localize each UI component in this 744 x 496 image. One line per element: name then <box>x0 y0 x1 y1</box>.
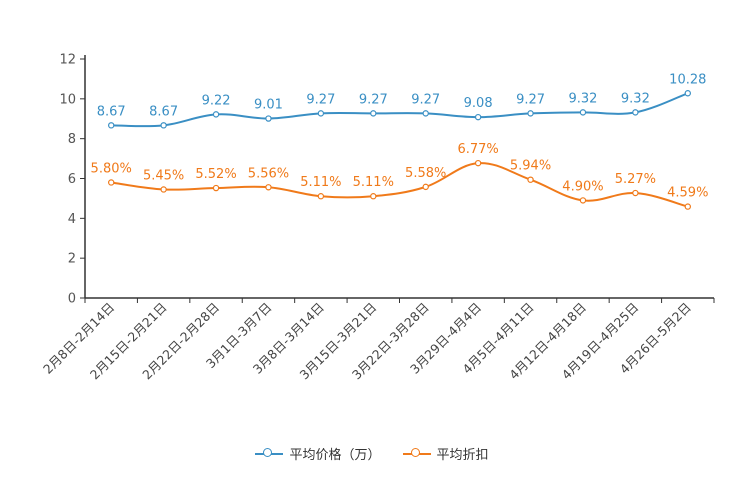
series-1: 5.80% 5.45% 5.52% 5.56% 5.11% 5.11% 5.58% 6.77%… <box>91 142 708 210</box>
data-point[interactable] <box>579 109 587 116</box>
data-point[interactable] <box>370 110 377 117</box>
legend-swatch-discount <box>402 447 431 461</box>
data-label: 5.11% <box>300 175 341 190</box>
legend-label-discount: 平均折扣 <box>436 448 489 463</box>
data-label: 9.08 <box>464 96 493 111</box>
legend-swatch-price <box>255 447 284 461</box>
series-line-0 <box>111 92 689 128</box>
data-point[interactable] <box>474 113 482 121</box>
data-label: 9.32 <box>621 91 650 106</box>
y-tick-label: 4 <box>68 212 76 227</box>
data-label: 5.52% <box>195 167 236 182</box>
data-label: 5.27% <box>615 172 656 187</box>
data-point[interactable] <box>108 179 115 186</box>
data-point[interactable] <box>474 159 482 167</box>
data-point[interactable] <box>527 176 534 183</box>
data-point[interactable] <box>212 184 220 192</box>
series-line-1 <box>111 162 689 208</box>
data-label: 9.27 <box>411 92 440 107</box>
data-point[interactable] <box>684 90 691 97</box>
data-point[interactable] <box>317 110 325 117</box>
y-tick-label: 8 <box>68 132 76 147</box>
data-label: 9.27 <box>516 92 545 107</box>
data-point[interactable] <box>212 111 220 118</box>
y-tick-label: 2 <box>68 252 76 267</box>
data-label: 8.67 <box>97 104 126 119</box>
data-point[interactable] <box>422 110 429 117</box>
data-label: 8.67 <box>149 104 178 119</box>
data-label: 5.94% <box>510 159 551 174</box>
data-point[interactable] <box>265 115 272 122</box>
data-point[interactable] <box>527 110 534 117</box>
data-label: 5.11% <box>353 175 394 190</box>
data-point[interactable] <box>108 122 115 129</box>
y-tick-label: 0 <box>68 292 76 307</box>
data-point[interactable] <box>632 189 639 197</box>
y-tick-label: 12 <box>59 53 76 68</box>
data-label: 4.59% <box>667 186 708 201</box>
series-group: 8.67 8.67 9.22 9.01 9.27 9.27 9.27 9.08 9.27 9.32… <box>91 72 708 210</box>
data-label: 5.58% <box>405 166 446 181</box>
data-point[interactable] <box>370 193 377 200</box>
data-label: 4.90% <box>562 179 603 194</box>
data-point[interactable] <box>684 203 691 210</box>
series-0: 8.67 8.67 9.22 9.01 9.27 9.27 9.27 9.08 9.27 9.32… <box>97 72 706 129</box>
legend-item-discount[interactable]: 平均折扣 <box>402 444 489 463</box>
data-label: 9.01 <box>254 98 283 113</box>
data-label: 10.28 <box>669 72 706 87</box>
y-tick-label: 10 <box>59 92 76 107</box>
x-axis-ticks: 2月8日-2月14日2月15日-2月21日2月22日-2月28日3月1日-3月7… <box>40 298 715 382</box>
data-label: 5.56% <box>248 166 289 181</box>
data-label: 9.32 <box>568 91 597 106</box>
data-point[interactable] <box>632 109 639 116</box>
legend: 平均价格（万） 平均折扣 <box>0 444 744 463</box>
data-point[interactable] <box>160 122 167 129</box>
legend-label-price: 平均价格（万） <box>289 448 381 463</box>
data-point[interactable] <box>579 197 587 204</box>
data-label: 9.22 <box>202 93 231 108</box>
y-tick-label: 6 <box>68 172 76 187</box>
data-label: 5.45% <box>143 168 184 183</box>
data-point[interactable] <box>265 184 272 191</box>
data-label: 9.27 <box>306 92 335 107</box>
data-point[interactable] <box>317 193 325 200</box>
data-point[interactable] <box>422 183 429 191</box>
data-point[interactable] <box>160 186 167 193</box>
data-label: 6.77% <box>457 142 498 157</box>
legend-item-price[interactable]: 平均价格（万） <box>255 444 381 463</box>
y-axis-ticks: 0 2 4 6 8 10 12 <box>59 53 85 307</box>
line-chart: 0 2 4 6 8 10 12 2月8日-2月14日2月15日-2月21日2月22日-2月2… <box>40 53 715 382</box>
data-label: 9.27 <box>359 92 388 107</box>
data-label: 5.80% <box>91 161 132 176</box>
